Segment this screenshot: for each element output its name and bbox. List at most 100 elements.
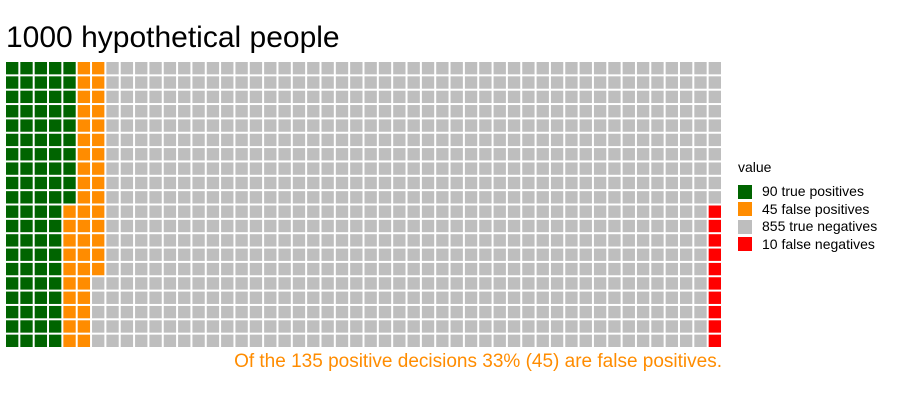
waffle-cell [636,219,650,233]
waffle-cell [77,234,91,247]
waffle-cell [77,76,91,89]
waffle-cell [292,248,306,261]
waffle-cell [350,320,363,333]
waffle-cell [421,191,435,204]
waffle-cell [149,291,162,304]
waffle-cell [178,176,191,190]
waffle-cell [149,176,162,190]
waffle-cell [464,305,478,319]
waffle-cell [292,119,306,132]
waffle-cell [106,162,119,175]
waffle-cell [264,105,277,118]
waffle-cell [292,334,306,347]
waffle-cell [364,105,377,118]
waffle-cell [34,334,48,347]
waffle-cell [149,219,162,233]
legend-item: 10 false negatives [738,236,877,254]
waffle-cell [679,291,693,304]
waffle-cell [393,248,406,261]
waffle-cell [20,148,33,161]
waffle-cell [63,176,76,190]
waffle-cell [436,191,449,204]
waffle-cell [120,248,134,261]
legend-label: 855 true negatives [762,218,878,234]
waffle-cell [249,334,263,347]
waffle-cell [307,105,320,118]
waffle-cell [708,248,721,261]
waffle-cell [464,205,478,218]
waffle-cell [307,334,320,347]
waffle-cell [622,105,635,118]
waffle-cell [149,320,162,333]
waffle-cell [235,162,248,175]
waffle-cell [493,119,506,132]
waffle-cell [321,334,334,347]
waffle-cell [350,176,363,190]
waffle-cell [636,334,650,347]
waffle-cell [264,262,277,276]
waffle-cell [421,248,435,261]
waffle-cell [679,176,693,190]
waffle-cell [608,234,621,247]
waffle-cell [249,191,263,204]
waffle-cell [192,320,205,333]
waffle-cell [436,205,449,218]
waffle-cell [63,148,76,161]
waffle-cell [77,248,91,261]
waffle-cell [378,234,392,247]
waffle-cell [694,219,707,233]
waffle-cell [249,320,263,333]
waffle-cell [522,234,535,247]
waffle-cell [493,90,506,104]
waffle-cell [192,305,205,319]
waffle-cell [507,76,521,89]
waffle-cell [550,105,564,118]
waffle-cell [407,90,420,104]
waffle-cell [206,219,220,233]
waffle-cell [264,176,277,190]
waffle-cell [436,334,449,347]
waffle-cell [92,191,105,204]
waffle-cell [436,291,449,304]
waffle-cell [77,148,91,161]
legend-title: value [738,159,772,175]
waffle-cell [536,119,549,132]
waffle-cell [321,248,334,261]
waffle-cell [135,305,148,319]
waffle-cell [92,305,105,319]
waffle-cell [335,262,349,276]
waffle-cell [292,305,306,319]
waffle-cell [192,148,205,161]
waffle-cell [292,262,306,276]
waffle-cell [149,105,162,118]
waffle-cell [421,162,435,175]
waffle-cell [364,262,377,276]
waffle-cell [335,105,349,118]
waffle-cell [522,219,535,233]
waffle-cell [622,291,635,304]
waffle-cell [593,133,607,147]
waffle-cell [350,133,363,147]
waffle-cell [350,234,363,247]
waffle-cell [421,76,435,89]
waffle-cell [507,191,521,204]
waffle-cell [6,234,19,247]
waffle-cell [235,191,248,204]
waffle-cell [63,119,76,132]
waffle-cell [622,234,635,247]
waffle-cell [636,262,650,276]
waffle-cell [407,119,420,132]
waffle-cell [522,305,535,319]
waffle-cell [522,191,535,204]
waffle-cell [450,105,463,118]
waffle-cell [221,191,234,204]
waffle-cell [307,320,320,333]
waffle-cell [34,148,48,161]
waffle-cell [665,320,678,333]
waffle-cell [393,234,406,247]
waffle-cell [77,133,91,147]
legend-key [738,184,752,199]
waffle-cell [579,291,592,304]
waffle-cell [264,234,277,247]
waffle-cell [292,176,306,190]
